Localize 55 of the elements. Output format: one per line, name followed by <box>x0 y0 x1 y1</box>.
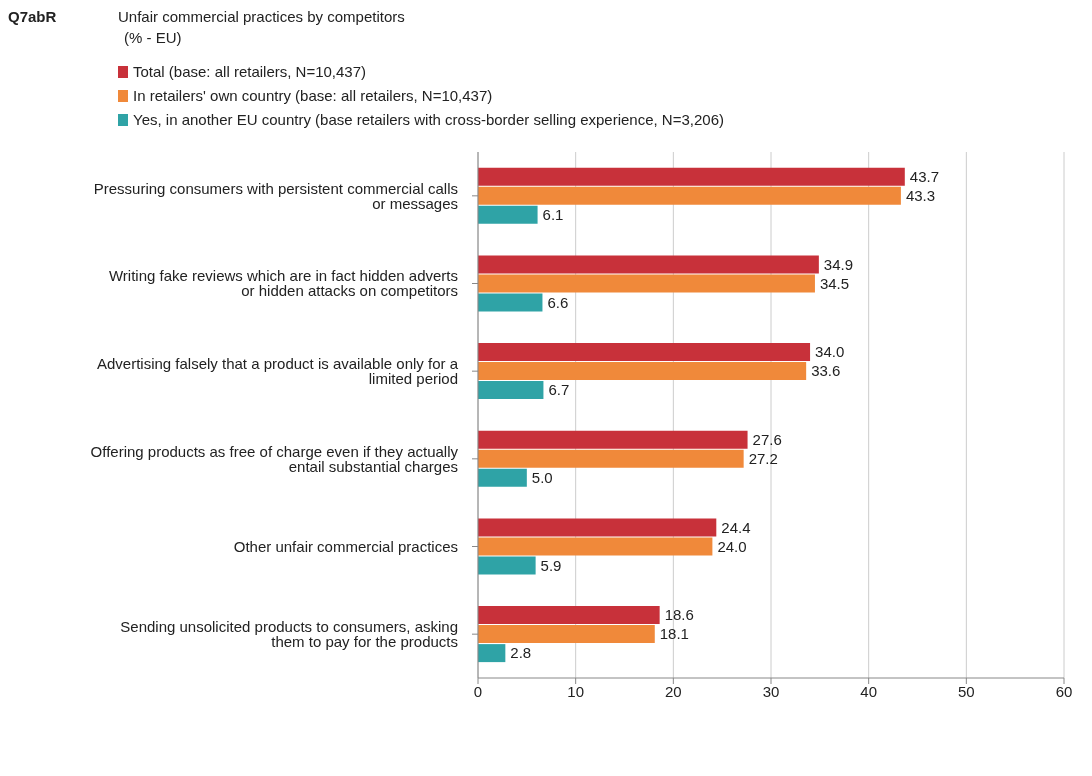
y-tick-label: Sending unsolicited products to consumers, asking them to pay for the products <box>120 617 458 650</box>
data-label: 6.1 <box>542 206 564 224</box>
data-label: 33.6 <box>811 362 841 380</box>
bar <box>478 186 901 205</box>
text: Unfair commercial practices by competitors <box>118 8 405 25</box>
bar <box>478 362 807 381</box>
x-tick-label: 0 <box>473 682 483 700</box>
y-tick-label: Pressuring consumers with persistent commercial calls or messages <box>93 179 458 212</box>
bar <box>478 430 748 449</box>
bar <box>478 381 544 400</box>
text: (% - EU) <box>124 29 183 46</box>
x-tick-label: 20 <box>664 682 682 700</box>
bar <box>478 556 536 575</box>
legend-label: In retailers' own country (base: all retailers, N=10,437) <box>133 86 493 106</box>
y-tick-label: Writing fake reviews which are in fact hidden adverts or hidden attacks on competitors <box>108 267 458 300</box>
data-label: 43.3 <box>905 187 936 205</box>
bar <box>478 606 660 625</box>
bar <box>478 449 744 468</box>
data-label: 2.8 <box>510 644 532 662</box>
bar <box>478 255 819 274</box>
data-label: 6.6 <box>547 293 569 311</box>
data-label: 24.0 <box>717 537 747 555</box>
data-label: 43.7 <box>909 168 940 186</box>
bar <box>478 274 815 293</box>
bar <box>478 343 811 362</box>
bar <box>478 468 527 487</box>
bar <box>478 205 538 224</box>
data-label: 5.9 <box>540 556 562 574</box>
legend-label: Yes, in another EU country (base retailers with cross-border selling experience, N=3,206) <box>133 110 724 130</box>
data-label: 27.2 <box>748 450 778 468</box>
bar <box>478 293 543 312</box>
data-label: 34.5 <box>819 274 850 292</box>
data-label: 5.0 <box>531 469 553 487</box>
y-tick-label: Other unfair commercial practices <box>233 537 458 555</box>
x-tick-label: 60 <box>1055 682 1073 700</box>
text: Q7abR <box>8 8 58 25</box>
data-label: 18.6 <box>664 606 694 624</box>
bar <box>478 625 655 644</box>
x-tick-label: 30 <box>762 682 780 700</box>
data-label: 27.6 <box>752 431 782 449</box>
data-label: 24.4 <box>721 518 751 536</box>
data-label: 6.7 <box>548 381 570 399</box>
y-tick-label: Advertising falsely that a product is available only for a limited period <box>96 354 459 387</box>
bar <box>478 537 713 556</box>
bar <box>478 644 506 663</box>
bar <box>478 167 905 186</box>
y-tick-label: Offering products as free of charge even if they actually entail substantial charges <box>90 442 459 475</box>
data-label: 34.9 <box>823 255 854 273</box>
x-tick-label: 40 <box>860 682 878 700</box>
data-label: 18.1 <box>659 625 689 643</box>
x-tick-label: 10 <box>567 682 585 700</box>
bar <box>478 518 717 537</box>
data-label: 34.0 <box>815 343 845 361</box>
x-tick-label: 50 <box>957 682 975 700</box>
legend-label: Total (base: all retailers, N=10,437) <box>133 62 367 82</box>
